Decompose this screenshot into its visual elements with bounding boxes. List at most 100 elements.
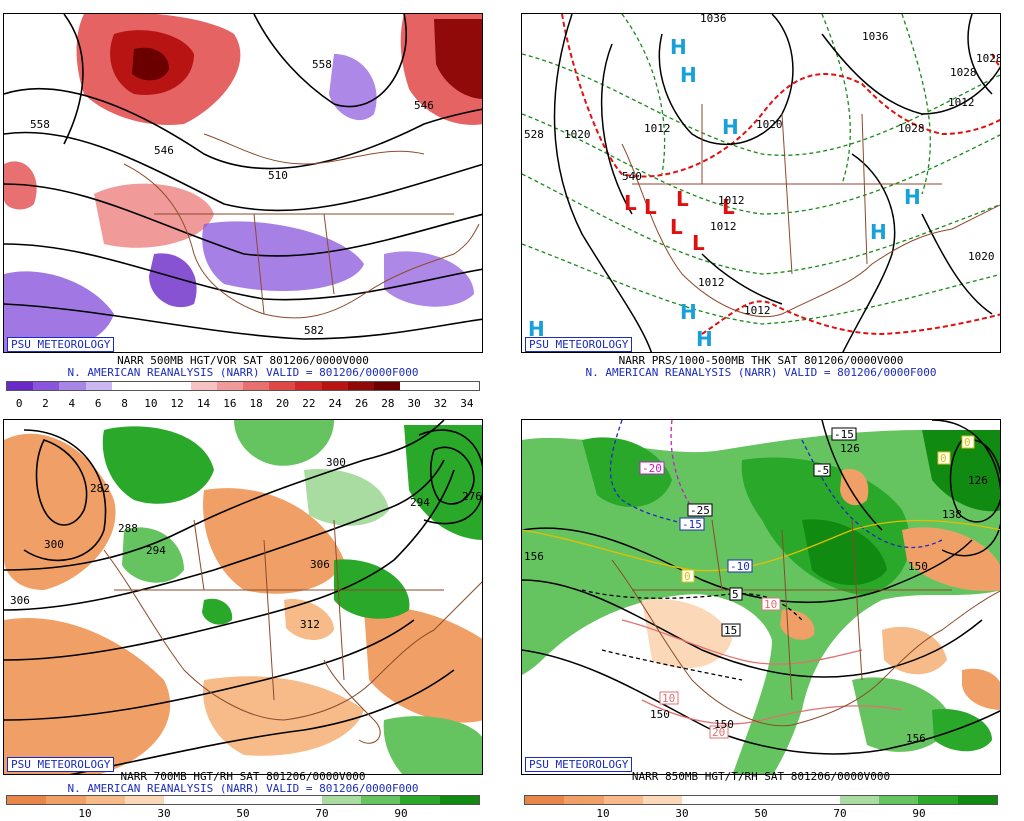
low-pressure-marker: L	[692, 231, 705, 255]
isobar-label: 1012	[744, 304, 771, 317]
colorbar-swatch	[400, 382, 427, 390]
colorbar-swatch	[111, 382, 139, 390]
colorbar-tick-label: 32	[433, 397, 448, 410]
panel-pressure-thickness: H H H H H H H H L L L L L L L 1036 1036 …	[521, 13, 1001, 413]
colorbar-swatch	[439, 796, 479, 804]
colorbar-swatch	[360, 796, 401, 804]
colorbar-ticks: 10 30 50 70 90	[524, 807, 998, 821]
contour-label: 150	[650, 708, 670, 721]
low-pressure-marker: L	[644, 195, 657, 219]
contour-label: 306	[310, 558, 330, 571]
panel-title: NARR 700MB HGT/RH SAT 801206/0000V000	[120, 770, 366, 783]
temperature-label: -15	[682, 518, 702, 531]
temperature-label: 0	[684, 570, 691, 583]
contour-label: 558	[312, 58, 332, 71]
psu-badge: PSU METEOROLOGY	[7, 337, 115, 352]
colorbar-swatch	[269, 382, 296, 390]
colorbar-swatch	[374, 382, 401, 390]
colorbar	[6, 381, 480, 391]
low-pressure-marker: L	[670, 215, 683, 239]
colorbar-ticks: 0 2 4 6 8 10 12 14 16 18 20 22 24 26 28 30 32 34	[6, 397, 480, 411]
temperature-label: 15	[724, 624, 737, 637]
colorbar-tick-label: 90	[394, 807, 408, 820]
colorbar-tick-label: 14	[196, 397, 211, 410]
colorbar-tick-label: 24	[328, 397, 342, 410]
colorbar-swatch	[721, 796, 761, 804]
high-pressure-marker: H	[904, 185, 921, 209]
isobar-label: 1020	[968, 250, 995, 263]
map-700mb: 282 288 300 294 306 300 312 276 294 306 …	[3, 419, 483, 775]
colorbar-swatch	[957, 796, 997, 804]
low-pressure-marker: L	[1000, 55, 1001, 79]
colorbar-swatch	[321, 796, 361, 804]
contour-label: 150	[714, 718, 734, 731]
colorbar-tick-label: 16	[223, 397, 237, 410]
temperature-label: 10	[662, 692, 675, 705]
temperature-label: 10	[764, 598, 777, 611]
contour-label: 126	[968, 474, 988, 487]
colorbar-swatch	[564, 796, 604, 804]
map-700mb-graphic: 282 288 300 294 306 300 312 276 294 306	[4, 420, 482, 774]
contour-label: 156	[906, 732, 926, 745]
contour-label: 300	[326, 456, 346, 469]
contour-label: 138	[942, 508, 962, 521]
low-pressure-marker: L	[676, 187, 689, 211]
colorbar-tick-label: 30	[675, 807, 689, 820]
psu-badge: PSU METEOROLOGY	[525, 757, 633, 772]
panel-title: NARR PRS/1000-500MB THK SAT 801206/0000V…	[618, 354, 904, 367]
colorbar-tick-label: 50	[754, 807, 768, 820]
colorbar-swatch	[426, 382, 453, 390]
thickness-label: 540	[622, 170, 642, 183]
colorbar-tick-label: 18	[249, 397, 263, 410]
colorbar-swatch	[282, 796, 322, 804]
contour-label: 126	[840, 442, 860, 455]
isobar-label: 1028	[976, 52, 1001, 65]
high-pressure-marker: H	[680, 63, 697, 87]
colorbar-swatch	[321, 382, 348, 390]
colorbar-swatch	[124, 796, 165, 804]
colorbar-swatch	[295, 382, 322, 390]
contour-label: 288	[118, 522, 138, 535]
temperature-label: -5	[816, 464, 829, 477]
map-pressure: H H H H H H H H L L L L L L L 1036 1036 …	[521, 13, 1001, 353]
contour-label: 510	[268, 169, 288, 182]
colorbar-swatch	[85, 382, 112, 390]
map-pressure-graphic: H H H H H H H H L L L L L L L 1036 1036 …	[522, 14, 1001, 352]
psu-badge: PSU METEOROLOGY	[7, 757, 115, 772]
isobar-label: 1020	[756, 118, 783, 131]
panel-700mb-rh: 282 288 300 294 306 300 312 276 294 306 …	[3, 419, 483, 821]
colorbar-swatch	[164, 382, 191, 390]
colorbar-swatch	[138, 382, 165, 390]
colorbar-tick-label: 0	[15, 397, 23, 410]
colorbar-swatch	[603, 796, 643, 804]
high-pressure-marker: H	[696, 327, 713, 351]
colorbar-tick-label: 10	[78, 807, 92, 820]
colorbar-tick-label: 28	[381, 397, 395, 410]
colorbar-swatch	[164, 796, 204, 804]
panel-subtitle: N. AMERICAN REANALYSIS (NARR) VALID = 80…	[585, 366, 937, 379]
colorbar	[524, 795, 998, 805]
panel-title: NARR 850MB HGT/T/RH SAT 801206/0000V000	[631, 770, 891, 783]
temperature-label: -25	[690, 504, 710, 517]
colorbar-tick-label: 22	[302, 397, 316, 410]
colorbar-swatch	[85, 796, 125, 804]
colorbar-swatch	[242, 796, 283, 804]
isobar-label: 1036	[700, 14, 727, 25]
temperature-label: 0	[940, 452, 947, 465]
contour-label: 312	[300, 618, 320, 631]
colorbar-tick-label: 70	[833, 807, 847, 820]
panel-subtitle: N. AMERICAN REANALYSIS (NARR) VALID = 80…	[67, 366, 419, 379]
colorbar-tick-label: 6	[94, 397, 102, 410]
contour-label: 294	[146, 544, 166, 557]
colorbar-swatch	[760, 796, 801, 804]
colorbar-swatch	[190, 382, 217, 390]
colorbar-swatch	[7, 382, 34, 390]
colorbar-tick-label: 10	[144, 397, 158, 410]
temperature-label: 5	[732, 588, 739, 601]
panel-title: NARR 500MB HGT/VOR SAT 801206/0000V000	[117, 354, 369, 367]
panel-500mb-vorticity: 558 546 558 510 546 582 PSU METEOROLOGY …	[3, 13, 483, 413]
high-pressure-marker: H	[680, 300, 697, 324]
thickness-label: 528	[524, 128, 544, 141]
isobar-label: 1020	[564, 128, 591, 141]
colorbar-ticks: 10 30 50 70 90	[6, 807, 480, 821]
